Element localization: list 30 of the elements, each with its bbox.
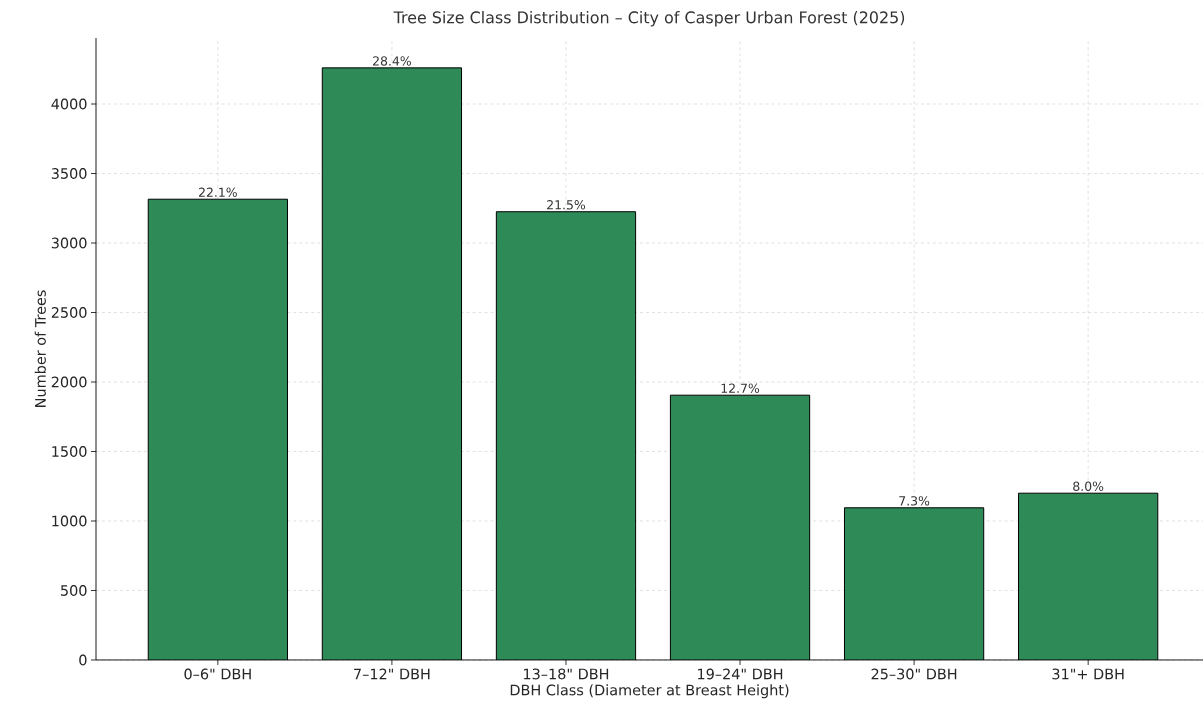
y-tick-label: 3000: [51, 237, 87, 249]
chart-title: Tree Size Class Distribution – City of Casper Urban Forest (2025): [393, 11, 905, 27]
x-tick-label: 13–18" DBH: [524, 668, 609, 680]
annotation: 22.1%: [198, 187, 237, 198]
annotation: 8.0%: [1073, 481, 1104, 491]
x-tick-label: 7–12" DBH: [354, 668, 430, 680]
bar: [322, 67, 462, 660]
y-tick-label: 1000: [52, 515, 87, 527]
x-tick-label: 19–24" DBH: [698, 668, 783, 680]
annotation: 21.5%: [547, 200, 586, 210]
annotation: 7.3%: [899, 496, 930, 506]
y-tick-label: 4000: [51, 98, 87, 110]
y-tick-label: 2500: [51, 307, 87, 318]
x-tick-label: 25–30" DBH: [871, 668, 957, 680]
bar: [670, 395, 810, 660]
y-tick-label: 1500: [52, 446, 87, 457]
y-tick-label: 3500: [51, 168, 87, 179]
y-tick-label: 2000: [51, 376, 87, 388]
bar: [148, 199, 288, 660]
bar: [1018, 492, 1159, 660]
y-tick-label: 0: [79, 654, 87, 666]
annotation: 12.7%: [721, 383, 760, 393]
bar: [496, 211, 636, 660]
annotation: 28.4%: [373, 56, 411, 66]
x-tick-label: 0–6" DBH: [184, 668, 251, 680]
y-axis-title: Number of Trees: [34, 290, 46, 407]
x-tick-label: 31"+ DBH: [1052, 668, 1124, 680]
bar: [844, 507, 984, 660]
x-axis-title: DBH Class (Diameter at Breast Height): [510, 684, 789, 699]
y-tick-label: 500: [61, 585, 87, 596]
